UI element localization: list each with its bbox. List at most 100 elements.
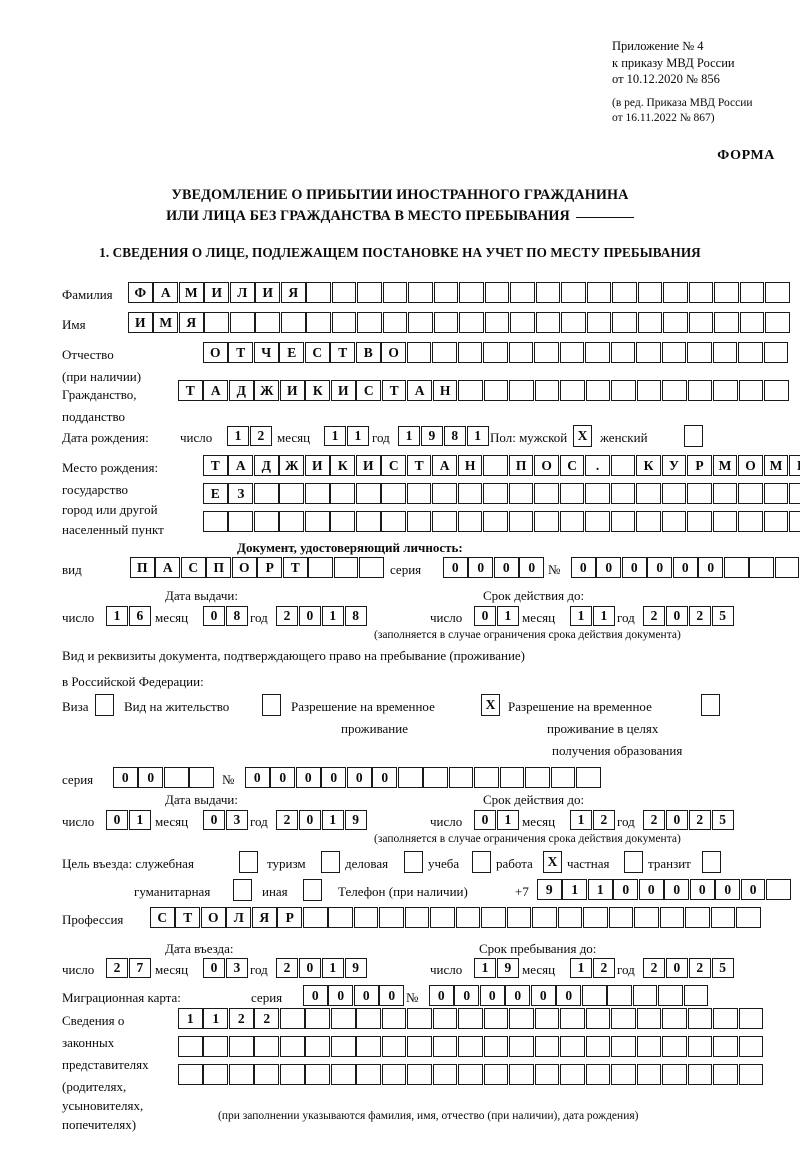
form-cell[interactable]: Т xyxy=(330,342,356,363)
form-cell[interactable] xyxy=(253,511,279,532)
form-cell[interactable] xyxy=(534,1064,560,1085)
form-cell[interactable]: 1 xyxy=(570,958,592,978)
form-cell[interactable] xyxy=(509,380,534,401)
form-cell[interactable] xyxy=(534,1036,560,1057)
form-cell[interactable] xyxy=(509,1008,534,1029)
form-cell[interactable]: П xyxy=(206,557,232,578)
form-cell[interactable]: 0 xyxy=(740,879,766,900)
form-cell[interactable]: 8 xyxy=(344,606,367,626)
form-cell[interactable] xyxy=(561,312,586,333)
form-cell[interactable]: С xyxy=(381,455,406,476)
form-cell[interactable]: 1 xyxy=(570,810,592,830)
form-cell[interactable] xyxy=(506,907,532,928)
form-cell[interactable] xyxy=(534,1008,560,1029)
form-cell[interactable]: Р xyxy=(687,455,712,476)
form-cell[interactable] xyxy=(738,1036,764,1057)
form-cell[interactable]: И xyxy=(279,380,305,401)
form-cell[interactable] xyxy=(636,380,662,401)
form-cell[interactable] xyxy=(459,282,484,303)
form-cell[interactable]: 0 xyxy=(379,985,405,1006)
form-cell[interactable] xyxy=(661,483,687,504)
form-cell[interactable] xyxy=(534,342,559,363)
form-cell[interactable]: 0 xyxy=(468,557,494,578)
form-cell[interactable] xyxy=(576,767,601,788)
form-cell[interactable] xyxy=(433,312,459,333)
form-cell[interactable]: П xyxy=(508,455,534,476)
form-cell[interactable] xyxy=(356,1036,381,1057)
form-cell[interactable]: А xyxy=(153,282,179,303)
form-cell[interactable] xyxy=(330,511,356,532)
form-cell[interactable] xyxy=(687,1064,713,1085)
form-cell[interactable] xyxy=(228,1064,254,1085)
form-cell[interactable]: М xyxy=(153,312,179,333)
form-cell[interactable] xyxy=(204,312,230,333)
form-cell[interactable]: 5 xyxy=(711,958,734,978)
form-cell[interactable] xyxy=(661,342,687,363)
form-cell[interactable]: 0 xyxy=(454,985,480,1006)
form-cell[interactable] xyxy=(663,312,688,333)
form-cell[interactable] xyxy=(663,282,688,303)
form-cell[interactable] xyxy=(738,342,763,363)
form-cell[interactable]: 0 xyxy=(372,767,398,788)
form-cell[interactable] xyxy=(306,282,331,303)
form-cell[interactable] xyxy=(203,1064,229,1085)
form-cell[interactable]: 0 xyxy=(443,557,468,578)
form-cell[interactable] xyxy=(483,511,508,532)
form-cell[interactable]: Н xyxy=(457,455,483,476)
form-cell[interactable] xyxy=(789,483,800,504)
form-cell[interactable]: 9 xyxy=(537,879,562,900)
form-cell[interactable] xyxy=(636,1036,662,1057)
form-cell[interactable]: 2 xyxy=(643,958,665,978)
sex-male-checkbox[interactable]: X xyxy=(573,425,592,447)
form-cell[interactable]: С xyxy=(180,557,206,578)
form-cell[interactable] xyxy=(687,1008,713,1029)
form-cell[interactable]: 8 xyxy=(443,426,466,446)
form-cell[interactable]: Д xyxy=(228,380,254,401)
form-cell[interactable]: 1 xyxy=(587,879,613,900)
form-cell[interactable] xyxy=(713,1064,738,1085)
form-cell[interactable]: 0 xyxy=(106,810,128,830)
form-cell[interactable] xyxy=(484,282,510,303)
form-cell[interactable] xyxy=(738,1008,764,1029)
form-cell[interactable]: 2 xyxy=(254,1008,280,1029)
form-cell[interactable] xyxy=(458,1036,483,1057)
form-cell[interactable] xyxy=(535,312,561,333)
purpose-tourism-checkbox[interactable] xyxy=(321,851,340,873)
form-cell[interactable] xyxy=(738,1064,764,1085)
form-cell[interactable] xyxy=(534,380,560,401)
form-cell[interactable] xyxy=(381,483,406,504)
form-cell[interactable] xyxy=(774,557,800,578)
form-cell[interactable] xyxy=(407,1064,432,1085)
form-cell[interactable]: О xyxy=(203,342,228,363)
form-cell[interactable]: 1 xyxy=(178,1008,203,1029)
form-cell[interactable]: Т xyxy=(175,907,201,928)
form-cell[interactable] xyxy=(559,342,585,363)
form-cell[interactable] xyxy=(304,511,330,532)
form-cell[interactable]: 2 xyxy=(643,810,665,830)
visa-checkbox[interactable] xyxy=(95,694,114,716)
form-cell[interactable] xyxy=(308,557,333,578)
form-cell[interactable] xyxy=(713,380,738,401)
form-cell[interactable] xyxy=(331,312,357,333)
form-cell[interactable] xyxy=(766,879,791,900)
temp-edu-checkbox[interactable] xyxy=(701,694,720,716)
form-cell[interactable] xyxy=(355,483,381,504)
form-cell[interactable] xyxy=(611,380,636,401)
form-cell[interactable] xyxy=(203,1036,229,1057)
form-cell[interactable] xyxy=(189,767,215,788)
form-cell[interactable] xyxy=(483,1008,509,1029)
form-cell[interactable] xyxy=(763,483,789,504)
form-cell[interactable]: 1 xyxy=(496,606,519,626)
